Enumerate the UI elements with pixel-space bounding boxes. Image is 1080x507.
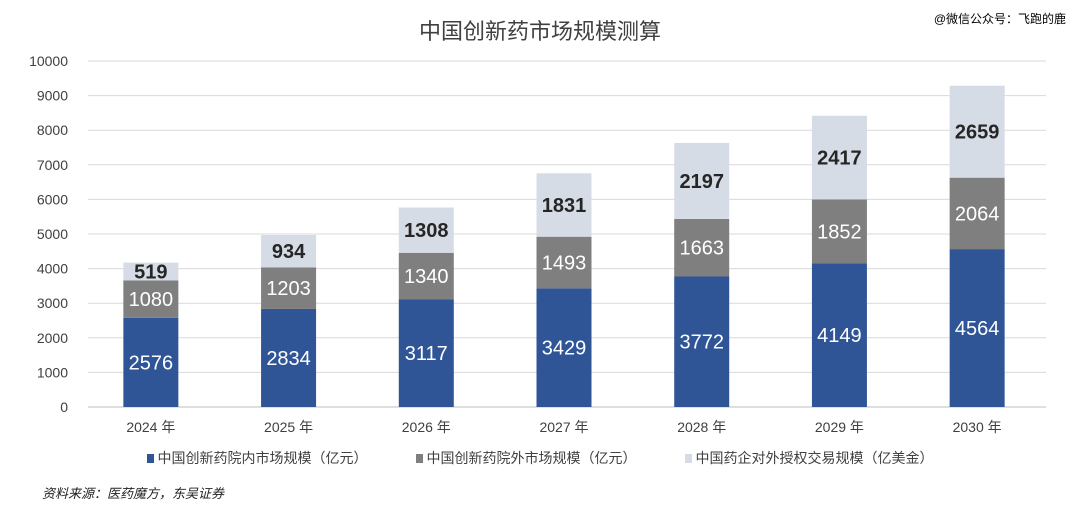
legend-label: 中国创新药院外市场规模（亿元） <box>426 450 637 466</box>
bar-segment <box>674 218 730 277</box>
bar-segment <box>123 262 179 281</box>
data-label: 3772 <box>679 332 724 354</box>
data-label: 1663 <box>679 238 724 260</box>
bar-segment <box>536 173 592 237</box>
data-label: 1080 <box>129 289 174 311</box>
x-tick-label: 2030 年 <box>953 419 1002 435</box>
bar-segment <box>398 299 454 407</box>
data-label: 3117 <box>405 343 448 365</box>
y-tick-label: 5000 <box>37 226 68 242</box>
y-tick-label: 2000 <box>37 330 68 346</box>
source-note: 资料来源：医药魔方，东吴证券 <box>42 487 225 502</box>
data-label: 4564 <box>955 318 1000 340</box>
legend-swatch <box>415 453 423 463</box>
legend-item-license: 中国药企对外授权交易规模（亿美金） <box>684 448 934 468</box>
legend-swatch <box>146 453 154 463</box>
bar-segment <box>536 236 592 289</box>
data-label: 1203 <box>266 278 311 300</box>
legend-item-inner: 中国创新药院内市场规模（亿元） <box>146 448 368 468</box>
data-label: 2576 <box>129 352 174 374</box>
x-tick-label: 2024 年 <box>126 419 175 435</box>
data-label: 2659 <box>955 122 1000 144</box>
bar-segment <box>949 85 1005 178</box>
x-tick-label: 2025 年 <box>264 419 313 435</box>
y-tick-label: 8000 <box>37 122 68 138</box>
y-tick-label: 9000 <box>37 88 68 104</box>
x-tick-label: 2029 年 <box>815 419 864 435</box>
bar-segment <box>261 308 317 407</box>
legend: 中国创新药院内市场规模（亿元） 中国创新药院外市场规模（亿元） 中国药企对外授权… <box>0 448 1080 468</box>
bar-segment <box>811 115 867 200</box>
legend-label: 中国药企对外授权交易规模（亿美金） <box>695 450 934 466</box>
bar-segment <box>261 235 317 268</box>
x-tick-label: 2028 年 <box>677 419 726 435</box>
data-label: 1831 <box>542 195 587 217</box>
chart-title: 中国创新药市场规模测算 <box>418 20 661 45</box>
data-label: 4149 <box>817 325 862 347</box>
data-label: 1493 <box>542 253 587 275</box>
data-label: 1852 <box>817 221 862 243</box>
bar-segment <box>398 207 454 253</box>
y-tick-label: 1000 <box>37 364 68 380</box>
data-label: 2834 <box>266 348 311 370</box>
bar-segment <box>398 252 454 300</box>
bar-segment <box>674 142 730 219</box>
data-label: 3429 <box>542 338 587 360</box>
data-label: 2417 <box>817 148 862 170</box>
y-tick-label: 10000 <box>29 53 68 69</box>
data-label: 2197 <box>679 171 724 193</box>
bar-segment <box>261 267 317 309</box>
y-tick-label: 4000 <box>37 261 68 277</box>
bar-segment <box>811 199 867 264</box>
bar-segment <box>123 317 179 407</box>
data-label: 934 <box>272 241 306 263</box>
bar-segment <box>674 276 730 407</box>
bar-segment <box>949 177 1005 250</box>
bar-segment <box>123 280 179 318</box>
y-tick-label: 6000 <box>37 191 68 207</box>
data-label: 519 <box>134 262 167 284</box>
bar-segment <box>536 288 592 407</box>
data-label: 1308 <box>404 220 449 242</box>
bar-segment <box>949 249 1005 407</box>
data-label: 2064 <box>955 203 1000 225</box>
y-tick-label: 0 <box>60 399 68 415</box>
x-tick-label: 2027 年 <box>539 419 588 435</box>
y-tick-label: 7000 <box>37 157 68 173</box>
legend-swatch <box>684 453 692 463</box>
legend-item-outer: 中国创新药院外市场规模（亿元） <box>415 448 637 468</box>
bar-segment <box>811 263 867 407</box>
legend-label: 中国创新药院内市场规模（亿元） <box>157 450 368 466</box>
data-label: 1340 <box>404 266 449 288</box>
x-tick-label: 2026 年 <box>402 419 451 435</box>
watermark: @微信公众号：飞跑的鹿 <box>933 12 1066 26</box>
y-tick-label: 3000 <box>37 295 68 311</box>
